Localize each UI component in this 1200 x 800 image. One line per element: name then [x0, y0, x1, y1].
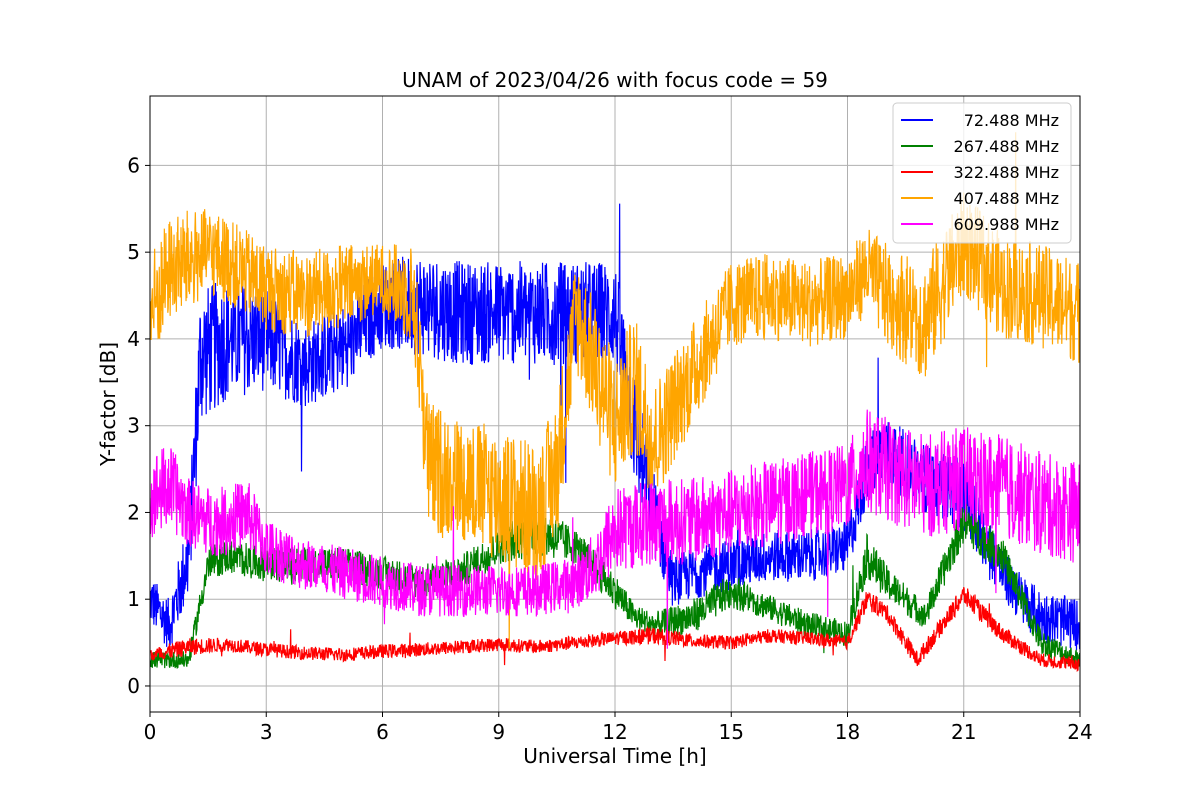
x-tick-label: 6: [376, 720, 389, 744]
x-tick-label: 15: [719, 720, 744, 744]
x-tick-label: 18: [835, 720, 860, 744]
y-tick-label: 2: [127, 500, 140, 524]
legend-label: 72.488 MHz: [964, 111, 1059, 130]
x-tick-label: 9: [492, 720, 505, 744]
x-axis-label: Universal Time [h]: [523, 744, 706, 768]
legend-box: [892, 102, 1072, 244]
x-tick-label: 24: [1067, 720, 1092, 744]
y-tick-label: 5: [127, 240, 140, 264]
legend-label: 407.488 MHz: [954, 189, 1059, 208]
y-tick-label: 1: [127, 587, 140, 611]
y-tick-label: 6: [127, 153, 140, 177]
x-tick-label: 3: [260, 720, 273, 744]
legend: 72.488 MHz 267.488 MHz 322.488 MHz 407.488 …: [892, 102, 1072, 244]
y-tick-label: 0: [127, 674, 140, 698]
y-axis-label: Y-factor [dB]: [96, 342, 120, 467]
x-tick-label: 12: [602, 720, 627, 744]
series-line-2: [150, 587, 1080, 673]
legend-label: 322.488 MHz: [954, 163, 1059, 182]
plot-area: [150, 132, 1080, 673]
series-line-4: [150, 409, 1080, 649]
series-line-3: [150, 132, 1080, 649]
chart-title: UNAM of 2023/04/26 with focus code = 59: [402, 68, 828, 92]
x-tick-label: 21: [951, 720, 976, 744]
legend-label: 609.988 MHz: [954, 215, 1059, 234]
y-tick-label: 3: [127, 414, 140, 438]
series-line-0: [150, 203, 1080, 651]
legend-label: 267.488 MHz: [954, 137, 1059, 156]
x-tick-label: 0: [144, 720, 157, 744]
y-tick-label: 4: [127, 327, 140, 351]
